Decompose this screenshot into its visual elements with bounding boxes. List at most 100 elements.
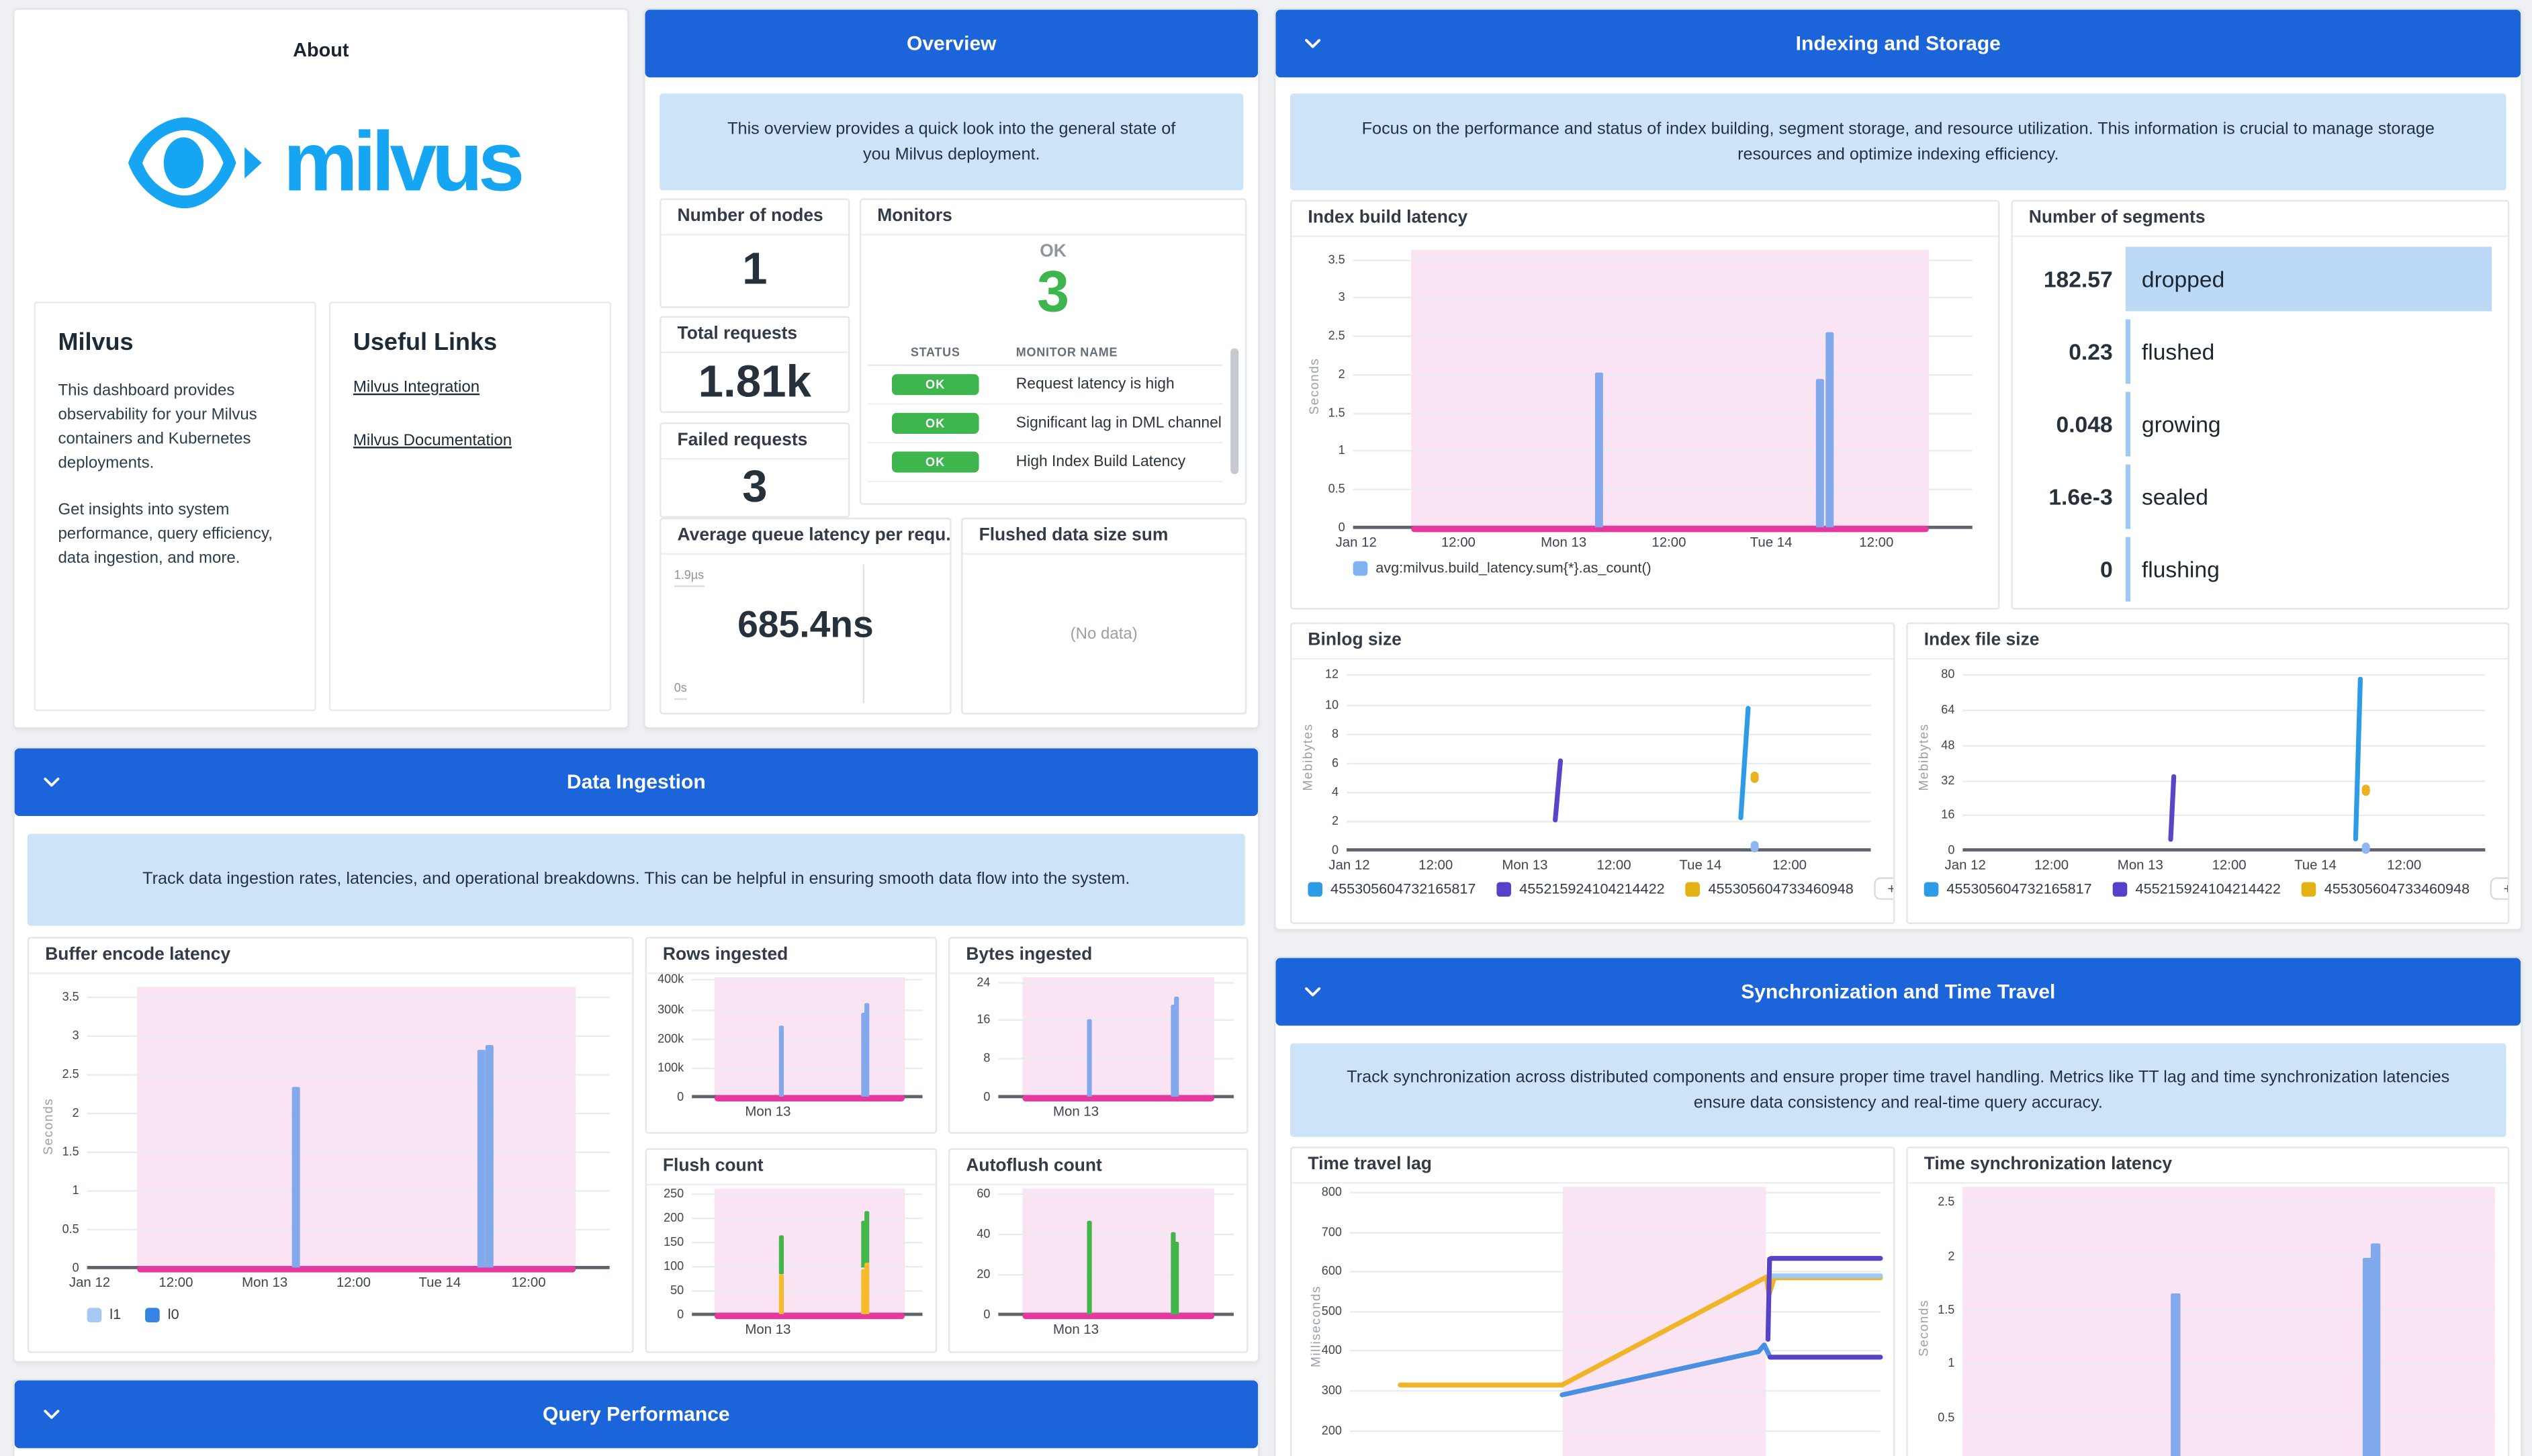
chevron-down-icon[interactable] xyxy=(1302,32,1324,55)
legend-more-button[interactable]: +1 xyxy=(2490,877,2508,900)
segment-bar xyxy=(2125,537,2131,602)
gridline xyxy=(1349,1390,1881,1392)
x-tick-label: 12:00 xyxy=(2387,856,2422,873)
monitor-status-cell: OK xyxy=(868,451,1003,473)
segment-bar xyxy=(2125,464,2131,529)
gridline xyxy=(1353,412,1973,414)
legend-item[interactable]: l0 xyxy=(145,1306,179,1322)
gridline xyxy=(692,979,923,982)
segment-row: 0 flushing xyxy=(2026,537,2492,602)
y-tick-label: 48 xyxy=(1941,737,1955,752)
no-data-label: (No data) xyxy=(1070,625,1138,644)
indexing-description: Focus on the performance and status of i… xyxy=(1290,93,2506,191)
legend-item[interactable]: 455305604733460948 xyxy=(2302,880,2470,897)
chart-card-index-file-size: Index file size Mebibytes 0 16 32 48 64 80 Jan… xyxy=(1906,622,2510,924)
monitors-scrollbar[interactable] xyxy=(1230,348,1239,474)
x-tick-label: Mon 13 xyxy=(242,1274,288,1291)
rows-ingested-plot[interactable]: 0 100k 200k 300k 400k Mon 13 xyxy=(658,972,923,1119)
gridline xyxy=(998,1273,1234,1275)
query-performance-panel: Query Performance xyxy=(13,1379,1260,1456)
y-tick-label: 100k xyxy=(658,1060,684,1075)
segment-bar xyxy=(2125,246,2492,312)
legend-item[interactable]: 455305604732165817 xyxy=(1308,880,1476,897)
chevron-down-icon[interactable] xyxy=(40,1403,63,1426)
segment-value: 182.57 xyxy=(2043,266,2113,292)
y-tick-label: 0 xyxy=(983,1089,991,1104)
legend-item[interactable]: 455215924104214422 xyxy=(1496,880,1665,897)
chart-card-time-travel-lag: Time travel lag Milliseconds 200 300 400 50… xyxy=(1290,1146,1895,1456)
monitor-name: Request latency is high xyxy=(1015,375,1175,394)
legend-label: l0 xyxy=(167,1306,179,1323)
x-tick-label: Mon 13 xyxy=(745,1320,791,1337)
legend-item[interactable]: 455305604732165817 xyxy=(1924,880,2092,897)
segment-row: 182.57 dropped xyxy=(2026,246,2492,312)
stacked-bar-segment xyxy=(861,1221,866,1269)
autoflush-count-plot[interactable]: 0 20 40 60 Mon 13 xyxy=(977,1185,1234,1337)
monitor-status-cell: OK xyxy=(868,412,1003,434)
chart-card-flush-count: Flush count 0 50 100 150 200 250 Mon 13 xyxy=(645,1148,938,1353)
chart-title: Time travel lag xyxy=(1292,1148,1894,1184)
data-ingestion-section-header[interactable]: Data Ingestion xyxy=(14,748,1258,817)
legend-item[interactable]: l1 xyxy=(87,1306,121,1322)
indexing-section-header[interactable]: Indexing and Storage xyxy=(1275,9,2521,78)
gridline xyxy=(1349,1310,1881,1313)
gridline xyxy=(87,1073,610,1076)
x-tick-label: Jan 12 xyxy=(1328,856,1370,873)
flush-count-plot[interactable]: 0 50 100 150 200 250 Mon 13 xyxy=(664,1186,923,1337)
time-travel-lag-plot[interactable]: 200 300 400 500 600 700 800 xyxy=(1322,1185,1881,1456)
y-tick-label: 16 xyxy=(1941,807,1955,823)
bar xyxy=(861,1013,866,1097)
sync-section-title: Synchronization and Time Travel xyxy=(1741,980,2056,1003)
y-tick-label: 300k xyxy=(658,1001,684,1016)
query-performance-section-header[interactable]: Query Performance xyxy=(14,1380,1258,1449)
x-tick-label: Jan 12 xyxy=(1944,856,1986,873)
bar xyxy=(1175,1241,1180,1314)
indexing-storage-panel: Indexing and Storage Focus on the perfor… xyxy=(1274,8,2523,931)
chart-card-rows-ingested: Rows ingested 0 100k 200k 300k 400k Mon 13 xyxy=(645,937,938,1134)
card-title: Failed requests xyxy=(661,424,849,460)
gridline xyxy=(1353,335,1973,338)
y-tick-label: 3 xyxy=(72,1028,79,1042)
total-requests-card: Total requests 1.81k xyxy=(660,316,850,413)
card-title: Monitors xyxy=(861,200,1245,236)
gridline xyxy=(87,1035,610,1037)
legend-item[interactable]: avg:milvus.build_latency.sum{*}.as_count… xyxy=(1353,559,1652,576)
segment-bar-track: growing xyxy=(2125,392,2492,457)
y-tick-label: 1.5 xyxy=(1938,1302,1955,1317)
bytes-ingested-plot[interactable]: 0 8 16 24 Mon 13 xyxy=(977,974,1234,1119)
legend-item[interactable]: 455305604733460948 xyxy=(1685,880,1854,897)
binlog-size-plot[interactable]: 0 2 4 6 8 10 12 Jan 12 12:00 Mon 13 12:00 Tue 14 12:… xyxy=(1325,666,1871,872)
legend-item[interactable]: 455215924104214422 xyxy=(2112,880,2281,897)
milvus-documentation-link[interactable]: Milvus Documentation xyxy=(353,432,512,450)
segment-row: 0.23 flushed xyxy=(2026,319,2492,384)
overview-section-header[interactable]: Overview xyxy=(645,9,1258,78)
y-tick-label: 6 xyxy=(1332,755,1339,770)
gridline xyxy=(1347,791,1871,793)
y-axis-label: Milliseconds xyxy=(1308,1285,1324,1368)
gridline xyxy=(87,1228,610,1231)
y-tick-label: 200 xyxy=(664,1210,684,1225)
bar xyxy=(485,1044,494,1268)
chevron-down-icon[interactable] xyxy=(1302,981,1324,1003)
y-tick-label: 10 xyxy=(1325,696,1339,711)
buffer-encode-latency-plot[interactable]: 0 0.5 1 1.5 2 2.5 3 3.5 Jan 12 12:00 Mon 13 12:00 Tu… xyxy=(62,987,610,1290)
gridline xyxy=(1353,297,1973,300)
y-tick-label: 400k xyxy=(658,972,684,987)
about-panel: About milvus Milvus This dashboard provi… xyxy=(13,8,629,729)
legend-more-button[interactable]: +1 xyxy=(1874,877,1894,900)
highlight-band xyxy=(715,977,905,1097)
bar xyxy=(1175,997,1180,1097)
chart-title: Number of segments xyxy=(2012,201,2508,237)
chevron-down-icon[interactable] xyxy=(40,771,63,794)
milvus-integration-link[interactable]: Milvus Integration xyxy=(353,379,480,397)
gridline xyxy=(1962,1255,2495,1258)
monitor-status-cell: OK xyxy=(868,374,1003,396)
time-sync-latency-plot[interactable]: 0.5 1 1.5 2 2.5 xyxy=(1938,1187,2495,1456)
sync-section-header[interactable]: Synchronization and Time Travel xyxy=(1275,958,2521,1026)
line-series xyxy=(1347,666,1870,850)
chart-title: Flush count xyxy=(646,1150,936,1185)
gridline xyxy=(87,1151,610,1153)
index-build-latency-plot[interactable]: 0 0.5 1 1.5 2 2.5 3 3.5 Jan 12 12:00 Mon 13 12:00 Tu… xyxy=(1328,250,1973,550)
index-file-size-plot[interactable]: 0 16 32 48 64 80 Jan 12 12:00 Mon 13 12:00 Tue 14 1… xyxy=(1941,666,2486,872)
bar xyxy=(291,1087,300,1268)
